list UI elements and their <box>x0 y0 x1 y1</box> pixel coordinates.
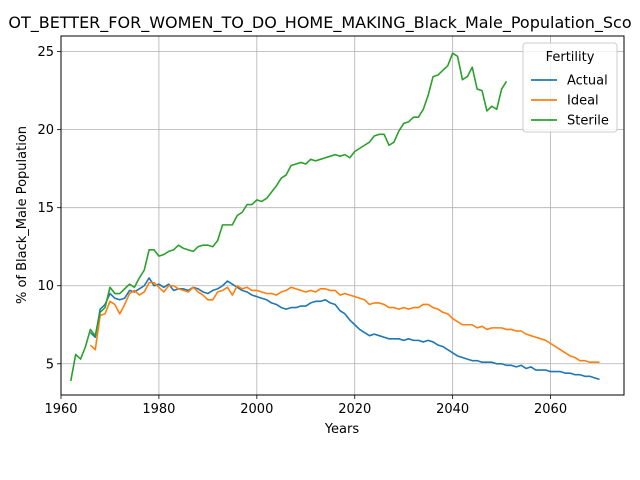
y-tick-label: 5 <box>46 357 54 372</box>
legend: Fertility Actual Ideal Sterile <box>522 42 618 133</box>
x-tick-label: 2060 <box>534 402 567 417</box>
series-line-ideal <box>89 281 600 364</box>
y-axis: 5 10 15 20 25 <box>37 45 61 372</box>
plot-frame <box>60 35 625 396</box>
legend-label-ideal: Ideal <box>567 94 599 109</box>
y-tick-label: 25 <box>37 45 54 60</box>
y-tick-label: 20 <box>37 123 54 138</box>
legend-box <box>522 42 618 133</box>
chart-title: OT_BETTER_FOR_WOMEN_TO_DO_HOME_MAKING_Bl… <box>8 13 631 33</box>
x-tick-label: 2040 <box>436 402 469 417</box>
series-line-sterile <box>70 52 508 382</box>
x-tick-label: 1980 <box>142 402 175 417</box>
y-tick-label: 15 <box>37 201 54 216</box>
y-tick-label: 10 <box>37 279 54 294</box>
x-tick-label: 2020 <box>338 402 371 417</box>
legend-label-sterile: Sterile <box>567 114 609 129</box>
x-tick-label: 2000 <box>240 402 273 417</box>
x-tick-label: 1960 <box>44 402 77 417</box>
series-layer <box>70 52 600 382</box>
series-line-actual <box>89 277 600 381</box>
x-axis-label: Years <box>324 422 360 437</box>
y-axis-label: % of Black_Male Population <box>15 126 30 304</box>
legend-title: Fertility <box>546 50 595 65</box>
x-axis: 1960 1980 2000 2020 2040 2060 <box>44 395 567 417</box>
legend-label-actual: Actual <box>567 74 608 89</box>
